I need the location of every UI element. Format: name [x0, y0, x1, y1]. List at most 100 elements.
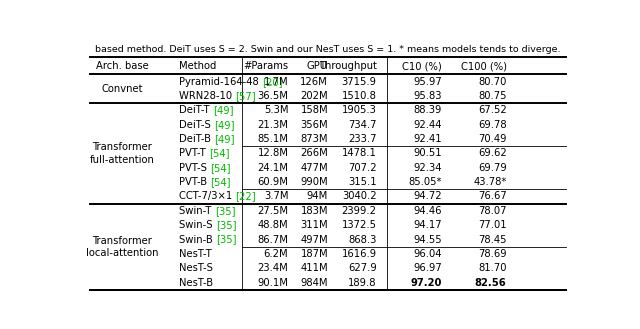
Text: 69.62: 69.62 — [478, 148, 507, 158]
Text: [54]: [54] — [209, 148, 230, 158]
Text: 12.8M: 12.8M — [257, 148, 288, 158]
Text: 92.41: 92.41 — [413, 134, 442, 144]
Text: 1372.5: 1372.5 — [342, 220, 376, 230]
Text: 92.34: 92.34 — [413, 163, 442, 173]
Text: 67.52: 67.52 — [478, 105, 507, 115]
Text: 311M: 311M — [300, 220, 328, 230]
Text: 3040.2: 3040.2 — [342, 191, 376, 201]
Text: 990M: 990M — [300, 177, 328, 187]
Text: 1478.1: 1478.1 — [342, 148, 376, 158]
Text: 189.8: 189.8 — [348, 278, 376, 288]
Text: CCT-7/3×1: CCT-7/3×1 — [179, 191, 236, 201]
Text: 60.9M: 60.9M — [257, 177, 288, 187]
Text: 69.79: 69.79 — [478, 163, 507, 173]
Text: 69.78: 69.78 — [478, 120, 507, 130]
Text: 96.04: 96.04 — [413, 249, 442, 259]
Text: 70.49: 70.49 — [478, 134, 507, 144]
Text: 48.8M: 48.8M — [258, 220, 288, 230]
Text: [35]: [35] — [214, 206, 235, 216]
Text: 266M: 266M — [300, 148, 328, 158]
Text: 94.72: 94.72 — [413, 191, 442, 201]
Text: 97.20: 97.20 — [411, 278, 442, 288]
Text: Pyramid-164-48: Pyramid-164-48 — [179, 77, 262, 87]
Text: 126M: 126M — [300, 77, 328, 87]
Text: C10 (%): C10 (%) — [403, 61, 442, 71]
Text: 873M: 873M — [301, 134, 328, 144]
Text: 94M: 94M — [307, 191, 328, 201]
Text: 36.5M: 36.5M — [257, 91, 288, 101]
Text: 497M: 497M — [300, 235, 328, 244]
Text: 95.97: 95.97 — [413, 77, 442, 87]
Text: 6.2M: 6.2M — [264, 249, 288, 259]
Text: Convnet: Convnet — [101, 84, 143, 94]
Text: 78.07: 78.07 — [478, 206, 507, 216]
Text: 94.17: 94.17 — [413, 220, 442, 230]
Text: 477M: 477M — [300, 163, 328, 173]
Text: DeiT-B: DeiT-B — [179, 134, 214, 144]
Text: 1905.3: 1905.3 — [342, 105, 376, 115]
Text: #Params: #Params — [243, 61, 288, 71]
Text: 81.70: 81.70 — [478, 263, 507, 273]
Text: [20]: [20] — [262, 77, 283, 87]
Text: 27.5M: 27.5M — [257, 206, 288, 216]
Text: GPU: GPU — [307, 61, 328, 71]
Text: 80.70: 80.70 — [478, 77, 507, 87]
Text: [22]: [22] — [236, 191, 256, 201]
Text: 356M: 356M — [300, 120, 328, 130]
Text: 707.2: 707.2 — [348, 163, 376, 173]
Text: [49]: [49] — [214, 134, 235, 144]
Text: 21.3M: 21.3M — [257, 120, 288, 130]
Text: 183M: 183M — [301, 206, 328, 216]
Text: 315.1: 315.1 — [348, 177, 376, 187]
Text: Method: Method — [179, 61, 216, 71]
Text: NesT-B: NesT-B — [179, 278, 213, 288]
Text: 85.05*: 85.05* — [408, 177, 442, 187]
Text: [49]: [49] — [213, 105, 234, 115]
Text: NesT-S: NesT-S — [179, 263, 213, 273]
Text: 187M: 187M — [300, 249, 328, 259]
Text: [54]: [54] — [210, 163, 230, 173]
Text: based method. DeiT uses S = 2. Swin and our NesT uses S = 1. * means models tend: based method. DeiT uses S = 2. Swin and … — [95, 45, 561, 54]
Text: [35]: [35] — [216, 235, 237, 244]
Text: Transformer
local-attention: Transformer local-attention — [86, 236, 159, 258]
Text: 1616.9: 1616.9 — [342, 249, 376, 259]
Text: Arch. base: Arch. base — [96, 61, 148, 71]
Text: [54]: [54] — [211, 177, 231, 187]
Text: 90.1M: 90.1M — [257, 278, 288, 288]
Text: [57]: [57] — [236, 91, 256, 101]
Text: PVT-S: PVT-S — [179, 163, 210, 173]
Text: PVT-T: PVT-T — [179, 148, 209, 158]
Text: 80.75: 80.75 — [478, 91, 507, 101]
Text: [49]: [49] — [214, 120, 235, 130]
Text: 92.44: 92.44 — [413, 120, 442, 130]
Text: 1510.8: 1510.8 — [342, 91, 376, 101]
Text: 202M: 202M — [300, 91, 328, 101]
Text: 233.7: 233.7 — [348, 134, 376, 144]
Text: 158M: 158M — [300, 105, 328, 115]
Text: 984M: 984M — [301, 278, 328, 288]
Text: 95.83: 95.83 — [413, 91, 442, 101]
Text: 868.3: 868.3 — [348, 235, 376, 244]
Text: [35]: [35] — [216, 220, 236, 230]
Text: 3715.9: 3715.9 — [342, 77, 376, 87]
Text: C100 (%): C100 (%) — [461, 61, 507, 71]
Text: 5.3M: 5.3M — [264, 105, 288, 115]
Text: 96.97: 96.97 — [413, 263, 442, 273]
Text: 627.9: 627.9 — [348, 263, 376, 273]
Text: 2399.2: 2399.2 — [342, 206, 376, 216]
Text: 77.01: 77.01 — [478, 220, 507, 230]
Text: 94.46: 94.46 — [413, 206, 442, 216]
Text: 88.39: 88.39 — [413, 105, 442, 115]
Text: 23.4M: 23.4M — [257, 263, 288, 273]
Text: 734.7: 734.7 — [348, 120, 376, 130]
Text: DeiT-S: DeiT-S — [179, 120, 214, 130]
Text: 94.55: 94.55 — [413, 235, 442, 244]
Text: 43.78*: 43.78* — [473, 177, 507, 187]
Text: 411M: 411M — [300, 263, 328, 273]
Text: Swin-S: Swin-S — [179, 220, 216, 230]
Text: 82.56: 82.56 — [475, 278, 507, 288]
Text: 86.7M: 86.7M — [257, 235, 288, 244]
Text: Swin-B: Swin-B — [179, 235, 216, 244]
Text: NesT-T: NesT-T — [179, 249, 212, 259]
Text: Transformer
full-attention: Transformer full-attention — [90, 142, 155, 164]
